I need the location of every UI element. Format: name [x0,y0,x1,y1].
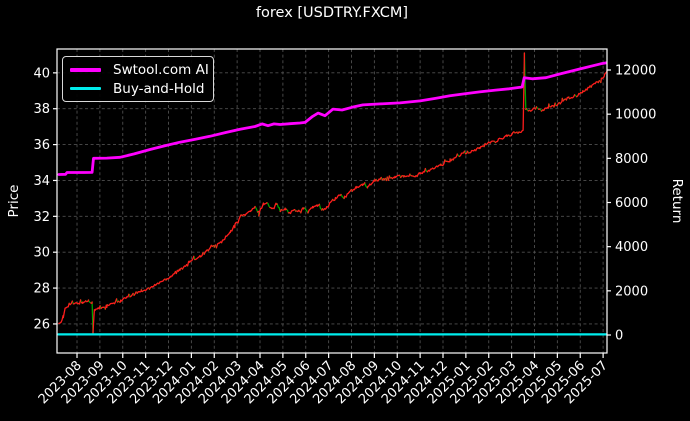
y-right-tick-label: 6000 [615,196,648,211]
legend-swatch-ai-line [70,67,101,72]
y-left-tick-label: 28 [33,282,50,297]
series-line-swtool-com-ai [57,61,607,176]
y-left-tick-label: 26 [33,317,50,332]
y-right-tick-label: 12000 [615,64,656,79]
legend-item-ai: Swtool.com AI [70,61,209,78]
legend-label-ai: Swtool.com AI [113,61,209,78]
y-right-tick-label: 2000 [615,284,648,299]
y-axis-label-price: Price [6,184,22,218]
y-axis-label-return: Return [669,178,685,224]
legend-swatch-buyhold-line [70,87,101,90]
legend-label-buyhold: Buy-and-Hold [113,80,205,97]
y-left-tick-label: 36 [33,138,50,153]
y-left-tick-label: 40 [33,66,50,81]
plot-spines [56,48,608,354]
y-left-tick-label: 34 [33,174,50,189]
y-right-tick-label: 4000 [615,240,648,255]
y-right-tick-label: 8000 [615,152,648,167]
y-right-tick-label: 10000 [615,108,656,123]
data-series [57,52,607,336]
axes: 26 28 30 32 34 36 38 40 0 2000 4000 6000 8000 10000 12… [33,48,656,407]
chart-title: forex [USDTRY.FXCM] [255,5,409,21]
legend: Swtool.com AI Buy-and-Hold [62,56,214,102]
y-left-tick-label: 30 [33,246,50,261]
y-left-tick-label: 38 [33,102,50,117]
y-left-tick-label: 32 [33,210,50,225]
legend-item-buyhold: Buy-and-Hold [70,81,206,97]
price-line-up-segments [58,52,607,334]
y-right-tick-label: 0 [615,329,623,344]
